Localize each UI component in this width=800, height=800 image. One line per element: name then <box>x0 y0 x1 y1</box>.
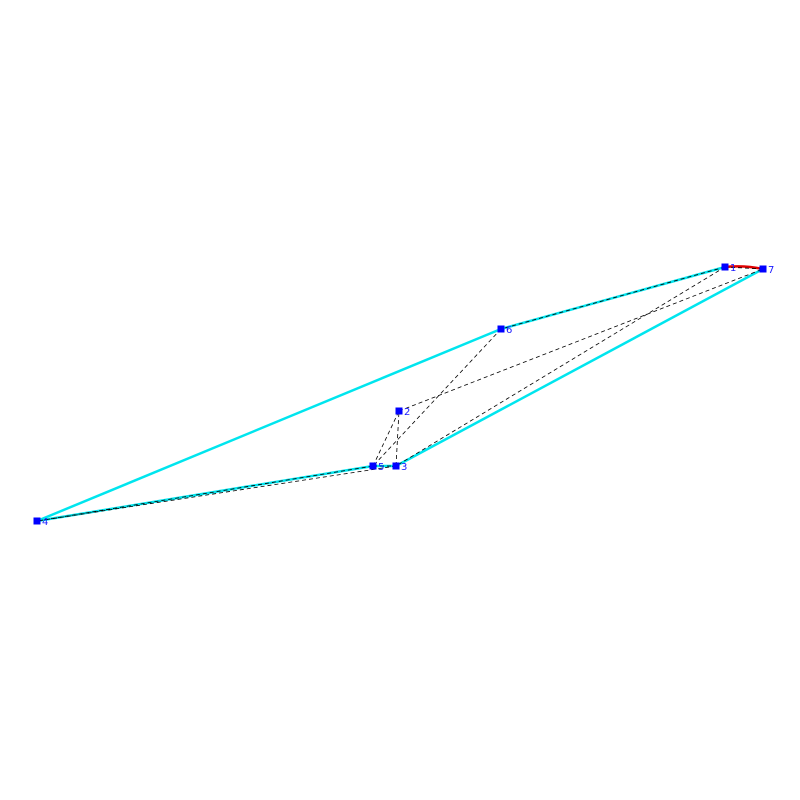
nodes: 1 2 3 4 5 6 7 <box>33 263 774 528</box>
dashed-edge-4-5 <box>36 465 374 522</box>
dashed-edge-7-1 <box>724 266 764 270</box>
node-label-1: 1 <box>730 263 736 274</box>
dashed-edge-5-2 <box>372 410 400 467</box>
dashed-edges <box>36 266 764 522</box>
node-marker-4 <box>33 517 41 525</box>
node-label-6: 6 <box>506 325 512 336</box>
dashed-edge-2-7 <box>398 268 764 412</box>
node-marker-7 <box>759 265 767 273</box>
hull-edges <box>36 265 764 523</box>
node-label-7: 7 <box>768 265 774 276</box>
node-marker-5 <box>369 462 377 470</box>
node-marker-3 <box>392 462 400 470</box>
node-label-4: 4 <box>42 517 48 528</box>
dashed-edge-1-6 <box>500 266 726 330</box>
node-label-3: 3 <box>401 462 407 473</box>
node-6: 6 <box>497 325 512 336</box>
dashed-edge-6-5 <box>372 328 502 467</box>
node-1: 1 <box>721 263 736 274</box>
hull-edge-7-3 <box>395 267 764 468</box>
node-marker-1 <box>721 263 729 271</box>
node-label-5: 5 <box>378 462 384 473</box>
node-3: 3 <box>392 462 407 473</box>
node-label-2: 2 <box>404 407 410 418</box>
node-7: 7 <box>759 265 774 276</box>
dashed-edge-1-3 <box>395 266 726 467</box>
node-4: 4 <box>33 517 48 528</box>
dashed-edge-3-4 <box>36 465 397 522</box>
node-marker-2 <box>395 407 403 415</box>
node-2: 2 <box>395 407 410 418</box>
node-marker-6 <box>497 325 505 333</box>
hull-edge-4-6 <box>36 327 502 523</box>
node-5: 5 <box>369 462 384 473</box>
dashed-edge-3-2 <box>395 410 400 467</box>
